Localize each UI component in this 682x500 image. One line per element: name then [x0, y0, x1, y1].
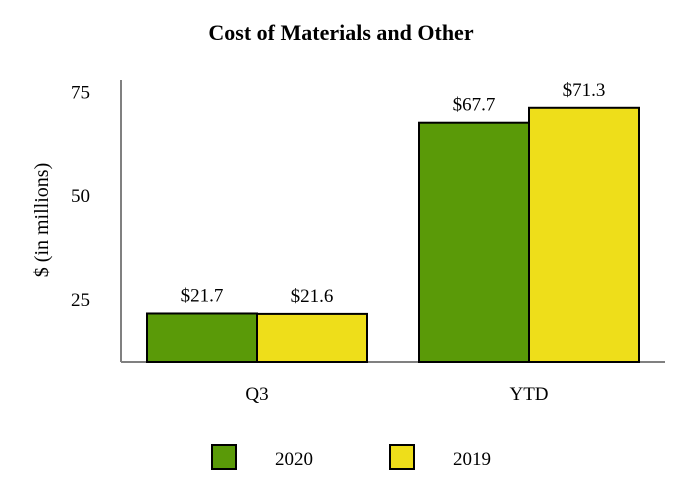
y-tick-label: 50 [71, 186, 90, 207]
data-label: $21.6 [291, 286, 334, 307]
bar-2020-Q3 [146, 312, 258, 363]
data-label: $67.7 [453, 95, 496, 116]
bar-2019-YTD [528, 106, 640, 363]
bar-2020-YTD [418, 121, 530, 363]
data-label: $21.7 [181, 285, 224, 306]
legend-label-2019: 2019 [453, 449, 491, 470]
legend: 2020 2019 [211, 444, 491, 470]
data-label: $71.3 [563, 80, 606, 101]
legend-swatch-2019 [389, 444, 415, 470]
legend-swatch-2020 [211, 444, 237, 470]
category-label: YTD [509, 384, 548, 405]
bar-2019-Q3 [256, 312, 368, 363]
y-axis-label: $ (in millions) [31, 163, 53, 277]
y-ticks: 25 50 75 [71, 82, 90, 310]
category-label: Q3 [245, 384, 268, 405]
chart-title: Cost of Materials and Other [208, 20, 473, 45]
y-tick-label: 25 [71, 290, 90, 311]
y-tick-label: 75 [71, 82, 90, 103]
data-labels: $21.7 $21.6 $67.7 $71.3 [181, 80, 606, 307]
bars [146, 106, 640, 363]
category-labels: Q3 YTD [245, 384, 548, 405]
legend-label-2020: 2020 [275, 449, 313, 470]
